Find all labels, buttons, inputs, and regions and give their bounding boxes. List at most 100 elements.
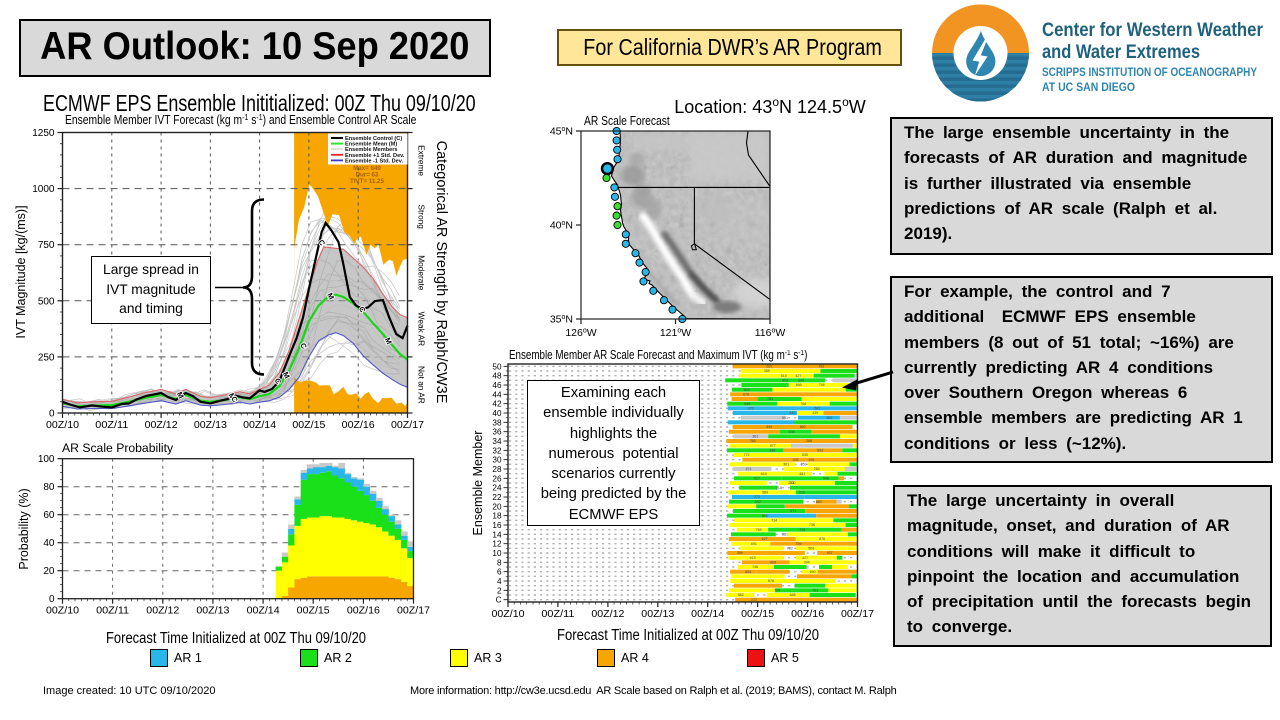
svg-text:00Z/11: 00Z/11 <box>96 606 129 617</box>
svg-text:40: 40 <box>492 409 502 418</box>
svg-text:793: 793 <box>787 547 793 551</box>
svg-text:646: 646 <box>790 593 796 597</box>
svg-text:700: 700 <box>790 481 796 485</box>
svg-text:Extreme: Extreme <box>417 145 427 176</box>
svg-text:690: 690 <box>796 383 802 387</box>
svg-text:765: 765 <box>750 439 756 443</box>
svg-text:582: 582 <box>814 407 820 411</box>
svg-text:546: 546 <box>823 477 829 481</box>
svg-text:818: 818 <box>761 472 767 476</box>
svg-text:329: 329 <box>799 491 805 495</box>
svg-text:804: 804 <box>744 388 750 392</box>
svg-text:20: 20 <box>492 502 502 511</box>
svg-text:977: 977 <box>770 444 776 448</box>
svg-text:IVT Magnitude [kg/(ms)]: IVT Magnitude [kg/(ms)] <box>14 205 28 338</box>
svg-text:AR Scale Forecast: AR Scale Forecast <box>584 113 670 129</box>
svg-text:00Z/17: 00Z/17 <box>391 420 424 431</box>
svg-text:Weak AR: Weak AR <box>417 312 427 346</box>
svg-text:427: 427 <box>795 374 801 378</box>
svg-text:394: 394 <box>804 561 810 565</box>
svg-text:26: 26 <box>492 474 502 483</box>
svg-text:755: 755 <box>756 528 762 532</box>
svg-text:608: 608 <box>762 514 768 518</box>
svg-text:00Z/10: 00Z/10 <box>492 609 525 620</box>
svg-text:4: 4 <box>497 577 502 586</box>
svg-text:Moderate: Moderate <box>417 255 427 290</box>
svg-text:806: 806 <box>770 561 776 565</box>
svg-text:691: 691 <box>751 542 757 546</box>
svg-text:Ensemble -1 Std. Dev.: Ensemble -1 Std. Dev. <box>345 158 403 164</box>
svg-text:637: 637 <box>767 365 773 369</box>
svg-text:Center for Western Weather: Center for Western Weather <box>1042 19 1263 41</box>
svg-text:35oN: 35oN <box>550 314 573 326</box>
svg-text:24: 24 <box>492 484 502 493</box>
svg-text:1000: 1000 <box>32 184 55 195</box>
svg-text:0: 0 <box>49 594 55 605</box>
svg-text:591: 591 <box>809 458 815 462</box>
svg-text:C: C <box>273 377 284 386</box>
svg-text:250: 250 <box>38 352 55 363</box>
svg-text:40oN: 40oN <box>550 220 573 232</box>
svg-text:746: 746 <box>819 383 825 387</box>
svg-text:746: 746 <box>752 565 758 569</box>
svg-text:Ensemble Member: Ensemble Member <box>471 431 485 536</box>
svg-text:690: 690 <box>810 570 816 574</box>
svg-text:00Z/14: 00Z/14 <box>243 420 276 431</box>
svg-text:C: C <box>229 395 240 404</box>
svg-text:772: 772 <box>744 453 750 457</box>
svg-text:Forecast Time Initialized at 0: Forecast Time Initialized at 00Z Thu 09/… <box>106 630 366 645</box>
svg-text:00Z/11: 00Z/11 <box>541 609 574 620</box>
svg-text:14: 14 <box>492 530 502 539</box>
svg-text:2: 2 <box>497 586 502 595</box>
svg-text:764: 764 <box>774 589 780 593</box>
svg-text:44: 44 <box>492 390 502 399</box>
svg-text:515: 515 <box>781 374 787 378</box>
svg-text:849: 849 <box>789 411 795 415</box>
svg-text:671: 671 <box>746 467 752 471</box>
svg-text:750: 750 <box>38 240 55 251</box>
svg-text:00Z/14: 00Z/14 <box>691 609 724 620</box>
svg-text:759: 759 <box>796 542 802 546</box>
svg-text:671: 671 <box>790 509 796 513</box>
svg-text:252: 252 <box>826 416 832 420</box>
svg-text:38: 38 <box>492 418 502 427</box>
svg-text:Ensemble Members: Ensemble Members <box>345 147 398 153</box>
svg-text:and Water Extremes: and Water Extremes <box>1042 41 1200 63</box>
svg-text:00Z/15: 00Z/15 <box>292 420 325 431</box>
svg-text:680: 680 <box>816 500 822 504</box>
svg-text:C: C <box>317 238 328 247</box>
svg-text:361: 361 <box>752 435 758 439</box>
svg-text:32: 32 <box>492 446 502 455</box>
svg-text:M: M <box>281 370 292 379</box>
svg-text:00Z/10: 00Z/10 <box>46 606 79 617</box>
svg-text:876: 876 <box>819 537 825 541</box>
svg-text:272: 272 <box>748 407 754 411</box>
svg-text:10: 10 <box>492 549 502 558</box>
svg-text:00Z/16: 00Z/16 <box>347 606 380 617</box>
svg-text:00Z/16: 00Z/16 <box>342 420 375 431</box>
svg-text:50: 50 <box>492 362 502 371</box>
svg-text:C: C <box>357 305 368 314</box>
svg-text:8: 8 <box>497 558 502 567</box>
svg-text:793: 793 <box>818 365 824 369</box>
svg-text:678: 678 <box>743 393 749 397</box>
svg-text:M: M <box>325 291 336 300</box>
svg-text:427: 427 <box>802 556 808 560</box>
svg-text:16: 16 <box>492 521 502 530</box>
svg-text:00Z/12: 00Z/12 <box>145 420 178 431</box>
svg-text:1250: 1250 <box>32 128 55 139</box>
svg-text:M: M <box>227 392 238 401</box>
svg-text:281: 281 <box>782 533 788 537</box>
svg-text:260: 260 <box>814 467 820 471</box>
svg-text:272: 272 <box>751 598 757 602</box>
svg-text:715: 715 <box>799 528 805 532</box>
svg-text:591: 591 <box>782 416 788 420</box>
svg-text:126oW: 126oW <box>565 327 596 339</box>
svg-text:22: 22 <box>492 493 502 502</box>
svg-text:Ensemble Control (C): Ensemble Control (C) <box>345 136 402 142</box>
svg-text:00Z/12: 00Z/12 <box>591 609 624 620</box>
svg-text:12: 12 <box>492 540 502 549</box>
svg-text:100: 100 <box>38 454 55 465</box>
svg-text:535: 535 <box>802 453 808 457</box>
svg-text:116oW: 116oW <box>755 327 786 339</box>
